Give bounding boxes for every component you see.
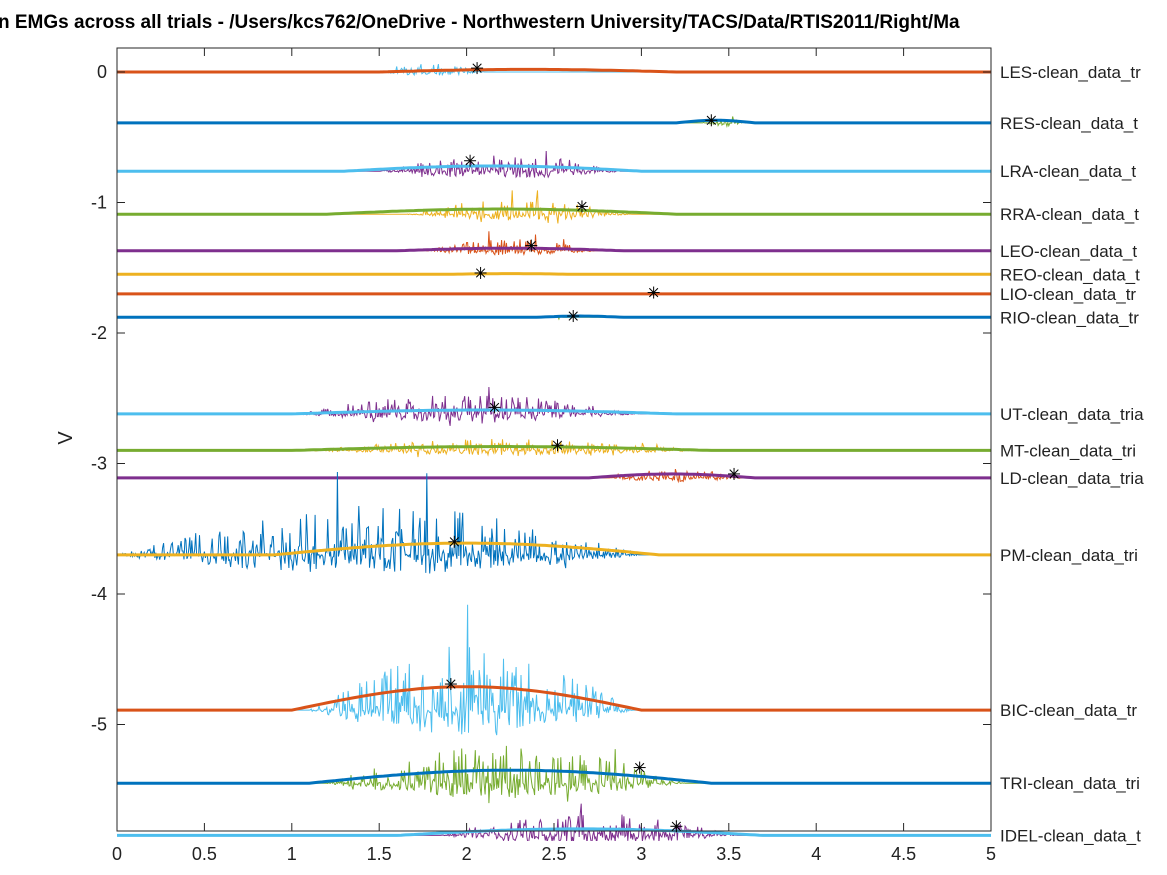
onset-marker-rra [575, 200, 588, 213]
ticks-layer: 0 0.5 1 1.5 2 2.5 3 3.5 4 4.5 5 0 -1 -2 -3 -4 -5 [91, 48, 996, 864]
envelope-trace-ut [117, 408, 991, 416]
x-tick-label: 3.5 [716, 844, 741, 864]
y-tick-label: -3 [91, 454, 107, 474]
envelope-trace-pm [117, 541, 991, 557]
x-tick-label: 4 [811, 844, 821, 864]
channel-label-lra: LRA-clean_data_t [1000, 162, 1136, 181]
onset-marker-pm [448, 535, 461, 548]
onset-marker-les [471, 62, 484, 75]
raw-trace-ut [117, 386, 991, 426]
channel-label-bic: BIC-clean_data_tr [1000, 701, 1137, 720]
channel-label-leo: LEO-clean_data_t [1000, 242, 1137, 261]
onset-marker-leo [525, 239, 538, 252]
raw-trace-lra [117, 150, 991, 179]
channel-label-les: LES-clean_data_tr [1000, 63, 1141, 82]
raw-trace-res [117, 116, 991, 128]
onset-marker-lio [647, 286, 660, 299]
y-tick-label: -2 [91, 323, 107, 343]
envelope-trace-bic [117, 685, 991, 712]
channel-label-idel: IDEL-clean_data_t [1000, 826, 1141, 845]
envelope-trace-mt [117, 445, 991, 452]
x-tick-label: 1 [287, 844, 297, 864]
x-tick-label: 2 [462, 844, 472, 864]
channel-label-pm: PM-clean_data_tri [1000, 546, 1138, 565]
x-tick-label: 0.5 [192, 844, 217, 864]
channel-label-rio: RIO-clean_data_tr [1000, 308, 1139, 327]
y-axis-label: V [55, 431, 77, 445]
envelope-trace-res [117, 118, 991, 125]
y-tick-label: 0 [97, 62, 107, 82]
x-tick-label: 3 [636, 844, 646, 864]
raw-trace-bic [117, 604, 991, 736]
envelope-trace-rra [117, 207, 991, 216]
channel-labels: LES-clean_data_tr RES-clean_data_t LRA-cle… [1000, 63, 1144, 845]
raw-trace-pm [117, 471, 991, 574]
chart-title: n EMGs across all trials - /Users/kcs762… [0, 12, 960, 33]
onset-marker-mt [551, 439, 564, 452]
channel-label-rra: RRA-clean_data_t [1000, 205, 1139, 224]
envelope-trace-ld [117, 472, 991, 480]
raw-trace-tri [117, 745, 991, 804]
x-tick-label: 0 [112, 844, 122, 864]
y-tick-label: -1 [91, 193, 107, 213]
envelope-trace-lra [117, 164, 991, 173]
onset-marker-ut [488, 401, 501, 414]
channel-label-reo: REO-clean_data_t [1000, 265, 1140, 284]
x-tick-label: 4.5 [891, 844, 916, 864]
x-tick-label: 5 [986, 844, 996, 864]
envelope-trace-les [117, 67, 991, 74]
channel-label-lio: LIO-clean_data_tr [1000, 285, 1136, 304]
markers-layer [444, 62, 741, 833]
onset-marker-ld [728, 467, 741, 480]
onset-marker-bic [444, 678, 457, 691]
onset-marker-tri [633, 761, 646, 774]
raw-trace-ld [117, 468, 991, 484]
channel-label-mt: MT-clean_data_tri [1000, 441, 1136, 460]
x-tick-label: 2.5 [541, 844, 566, 864]
y-tick-label: -4 [91, 584, 107, 604]
envelope-trace-reo [117, 272, 991, 276]
onset-marker-rio [567, 310, 580, 323]
channel-label-ld: LD-clean_data_tria [1000, 469, 1144, 488]
onset-marker-lra [464, 154, 477, 167]
channel-label-ut: UT-clean_data_tria [1000, 405, 1144, 424]
envelope-trace-leo [117, 246, 991, 253]
channel-label-res: RES-clean_data_t [1000, 114, 1138, 133]
onset-marker-reo [474, 266, 487, 279]
y-tick-label: -5 [91, 715, 107, 735]
envelope-trace-tri [117, 768, 991, 785]
traces-layer [117, 63, 991, 841]
onset-marker-res [705, 114, 718, 127]
channel-label-tri: TRI-clean_data_tri [1000, 774, 1140, 793]
onset-marker-idel [670, 820, 683, 833]
x-tick-label: 1.5 [367, 844, 392, 864]
raw-trace-rra [117, 190, 991, 224]
envelope-trace-rio [117, 314, 991, 319]
